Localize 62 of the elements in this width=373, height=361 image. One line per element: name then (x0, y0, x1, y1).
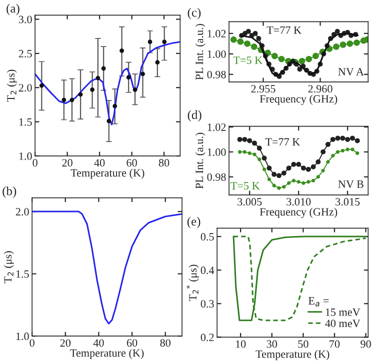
y-tick-label: 0.4 (200, 266, 214, 274)
y-tick-label: 0.2 (200, 334, 214, 342)
y-tick-label: 1.00 (208, 148, 226, 156)
y-axis-title: PL Int. (a.u.) (195, 132, 206, 189)
y-tick-label: 0.98 (207, 173, 226, 181)
y-tick-label: 2.0 (18, 84, 32, 92)
x-tick-label: 3.015 (336, 198, 360, 206)
y-tick-label: 1.0 (19, 152, 32, 160)
legend-label: 40 meV (325, 320, 360, 328)
chart-title: (a) (6, 4, 20, 16)
x-tick-label: 80 (160, 339, 170, 347)
y-tick-label: 1.02 (208, 123, 226, 131)
x-tick-label: 50 (298, 340, 308, 348)
series-label: T=5 K (233, 56, 262, 64)
annotation: NV A (338, 68, 364, 76)
x-tick-label: 10 (236, 340, 246, 348)
chart-title: (c) (188, 8, 201, 20)
x-tick-label: 60 (126, 339, 138, 347)
x-tick-label: 0 (30, 339, 34, 347)
x-tick-label: 20 (60, 339, 71, 347)
x-tick-label: 70 (330, 340, 340, 348)
annotation: NV B (338, 180, 364, 188)
x-tick-label: 30 (266, 340, 278, 348)
chart-title: (e) (187, 216, 200, 228)
y-tick-label: 2.0 (16, 208, 29, 216)
x-axis-title: Frequency (GHz) (260, 94, 338, 105)
x-axis-title: Frequency (GHz) (260, 208, 338, 218)
x-tick-label: 80 (158, 159, 170, 167)
y-tick-label: 1.00 (208, 50, 226, 58)
y-axis-title: T$_{2}$$^{*}$ (μs) (186, 264, 199, 301)
y-tick-label: 2.5 (18, 50, 32, 58)
legend-label: T=77 K (266, 26, 302, 34)
legend-title: E$_{a}$ = (308, 297, 329, 306)
x-tick-label: 20 (62, 159, 72, 167)
x-tick-label: 2.960 (308, 85, 332, 93)
y-tick-label: 1.5 (19, 118, 32, 126)
y-axis-title: T$_{2}$ (μs) (6, 70, 17, 102)
legend-label: 15 meV (326, 308, 360, 316)
x-tick-label: 3.010 (286, 198, 311, 206)
series-label: T=5 K (230, 182, 260, 190)
x-axis-title: Temperature (K) (70, 348, 144, 360)
chart-title: (b) (2, 186, 16, 198)
x-axis-title: Temperature (K) (256, 350, 330, 360)
y-tick-label: 0.98 (207, 70, 226, 78)
x-tick-label: 90 (360, 340, 371, 348)
x-axis-title: Temperature (K) (70, 168, 144, 179)
x-tick-label: 40 (94, 159, 105, 167)
x-tick-label: 0 (32, 159, 38, 167)
y-tick-label: 1.0 (16, 332, 29, 340)
y-tick-label: 3.0 (18, 16, 32, 24)
y-axis-title: PL Int. (a.u.) (195, 24, 206, 80)
x-tick-label: 3.005 (238, 198, 262, 206)
chart-title: (d) (188, 110, 202, 122)
x-tick-label: 2.955 (251, 85, 276, 93)
x-tick-label: 60 (126, 159, 137, 167)
y-tick-label: 0.3 (200, 300, 214, 308)
legend-label: T=77 K (265, 138, 300, 146)
y-tick-label: 1.02 (208, 30, 226, 38)
y-tick-label: 1.5 (16, 270, 29, 278)
y-axis-title: T$_{2}$ (μs) (4, 251, 14, 284)
x-tick-label: 40 (93, 339, 104, 347)
y-tick-label: 0.5 (200, 233, 214, 241)
